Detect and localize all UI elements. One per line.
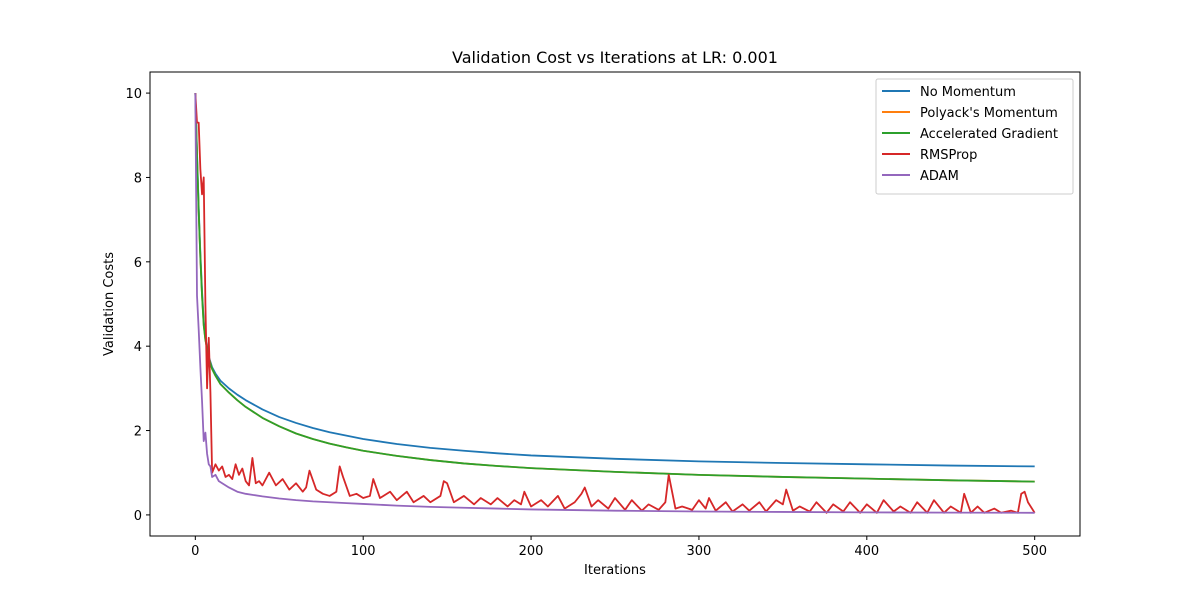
legend-label-1: Polyack's Momentum (920, 106, 1058, 121)
legend: No Momentum Polyack's Momentum Accelerated… (875, 78, 1074, 195)
x-tick-label-0: 0 (191, 544, 199, 559)
series-line-4 (194, 93, 1035, 514)
legend-label-0: No Momentum (920, 85, 1016, 100)
x-tick-label-3: 300 (687, 544, 712, 559)
series-line-2 (194, 93, 1035, 483)
x-tick-label-4: 400 (854, 544, 879, 559)
plot-lines (194, 93, 1036, 514)
legend-label-3: RMSProp (920, 148, 977, 163)
x-axis: 0 100 200 300 400 500 (191, 536, 1047, 559)
x-tick-label-2: 200 (519, 544, 544, 559)
y-tick-label-2: 4 (134, 340, 142, 355)
y-tick-label-5: 10 (125, 87, 142, 102)
x-tick-label-1: 100 (351, 544, 376, 559)
y-tick-label-0: 0 (134, 509, 142, 524)
y-tick-label-3: 6 (134, 256, 142, 271)
y-tick-label-1: 2 (134, 425, 142, 440)
plot-frame (149, 71, 1081, 537)
y-axis: 0 2 4 6 8 10 (125, 87, 150, 524)
chart-title: Validation Cost vs Iterations at LR: 0.0… (452, 48, 778, 67)
y-axis-title: Validation Costs (102, 252, 117, 356)
legend-label-2: Accelerated Gradient (920, 127, 1058, 142)
legend-label-4: ADAM (920, 169, 959, 184)
y-tick-label-4: 8 (134, 171, 142, 186)
x-axis-title: Iterations (584, 563, 646, 578)
x-tick-label-5: 500 (1022, 544, 1047, 559)
legend-box (875, 78, 1074, 195)
